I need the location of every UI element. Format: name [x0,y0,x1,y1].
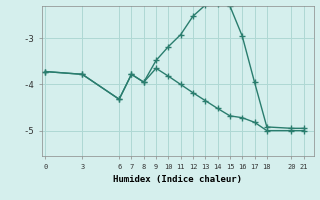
X-axis label: Humidex (Indice chaleur): Humidex (Indice chaleur) [113,175,242,184]
